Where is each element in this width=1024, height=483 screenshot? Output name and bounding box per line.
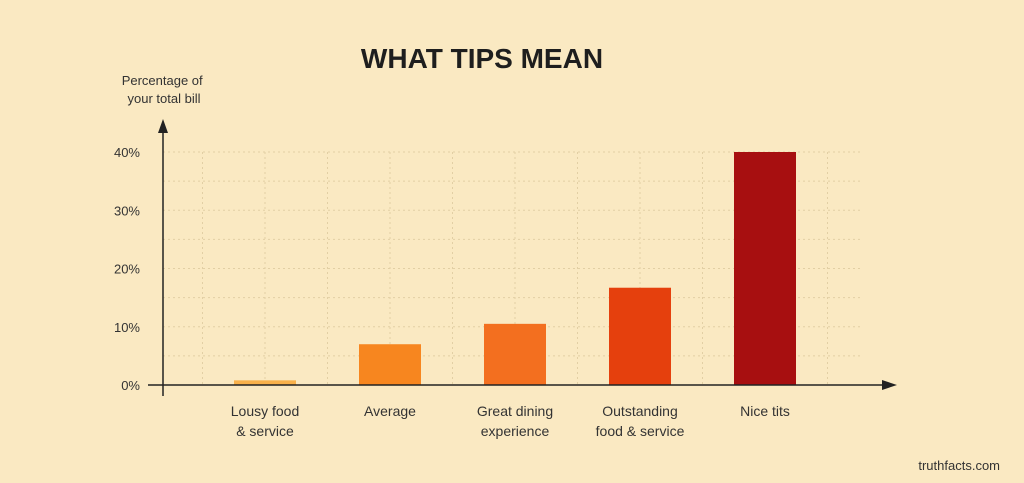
grid xyxy=(163,151,862,385)
category-label: Great dining experience xyxy=(477,403,553,439)
category-label-line: Outstanding xyxy=(602,403,678,419)
category-label-line: food & service xyxy=(596,423,685,439)
bars xyxy=(234,152,796,385)
axes xyxy=(148,119,897,396)
chart-title: WHAT TIPS MEAN xyxy=(361,43,603,74)
bar xyxy=(359,344,421,385)
y-axis-label-line-2: your total bill xyxy=(128,91,201,106)
y-tick-label: 20% xyxy=(114,262,140,277)
y-tick-label: 10% xyxy=(114,320,140,335)
x-axis-arrow-icon xyxy=(882,380,897,390)
category-label-line: Nice tits xyxy=(740,403,790,419)
y-tick-label: 30% xyxy=(114,203,140,218)
category-label: Lousy food & service xyxy=(231,403,300,439)
category-label: Outstanding food & service xyxy=(596,403,685,439)
y-ticks: 0% 10% 20% 30% 40% xyxy=(114,145,140,393)
y-axis-arrow-icon xyxy=(158,119,168,133)
category-label-line: experience xyxy=(481,423,550,439)
y-tick-label: 40% xyxy=(114,145,140,160)
category-label-line: Average xyxy=(364,403,416,419)
source-credit: truthfacts.com xyxy=(918,458,1000,473)
category-label-line: & service xyxy=(236,423,294,439)
bar xyxy=(484,323,546,385)
bar xyxy=(609,287,671,385)
category-label-line: Great dining xyxy=(477,403,553,419)
bar xyxy=(734,152,796,385)
y-tick-label: 0% xyxy=(121,378,140,393)
category-labels: Lousy food & service Average Great dining ex… xyxy=(231,403,790,439)
y-axis-label: Percentage of your total bill xyxy=(122,73,207,106)
y-axis-label-line-1: Percentage of xyxy=(122,73,203,88)
category-label: Nice tits xyxy=(740,403,790,419)
bar xyxy=(234,380,296,385)
category-label: Average xyxy=(364,403,416,419)
category-label-line: Lousy food xyxy=(231,403,300,419)
